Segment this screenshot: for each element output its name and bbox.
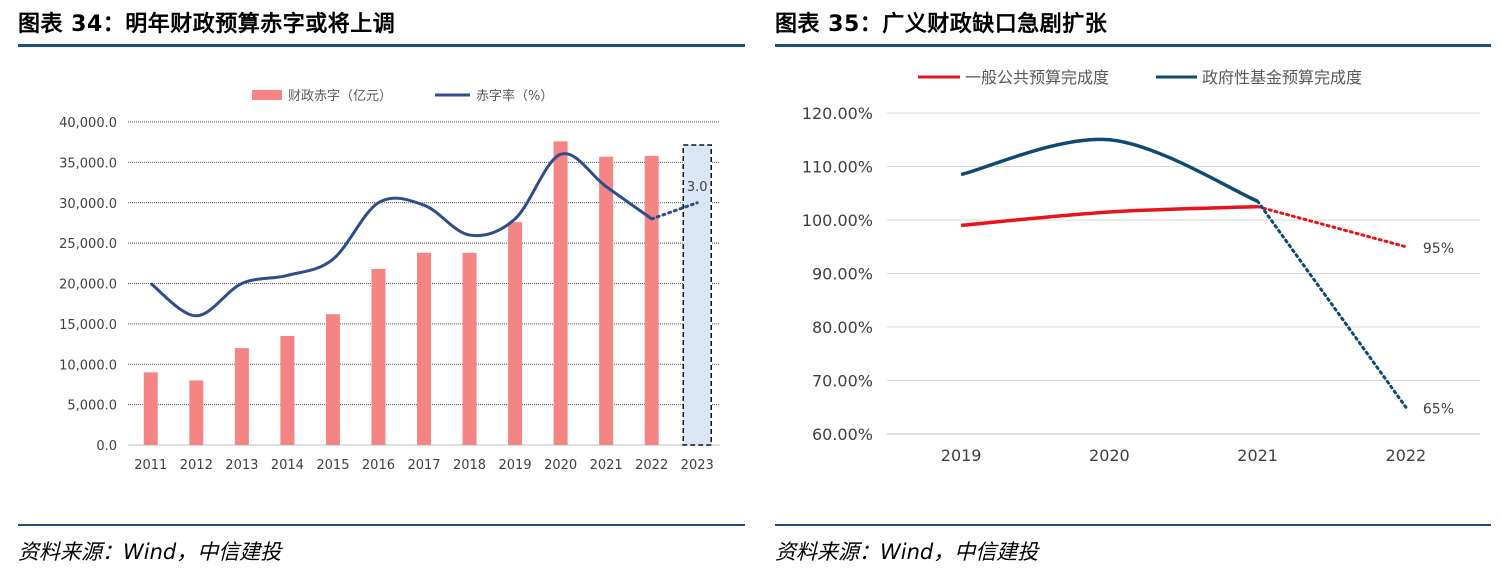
x-tick-label: 2019 bbox=[499, 458, 532, 473]
x-tick-label: 2020 bbox=[1089, 446, 1130, 465]
x-tick-label: 2023 bbox=[681, 458, 714, 473]
x-tick-label: 2014 bbox=[271, 458, 304, 473]
bar bbox=[462, 252, 477, 445]
title-rule bbox=[18, 44, 745, 47]
bar bbox=[189, 380, 204, 445]
series-line-projection bbox=[650, 201, 699, 221]
x-tick-label: 2017 bbox=[407, 458, 440, 473]
title-rule bbox=[775, 44, 1491, 47]
y-tick-label: 40,000.0 bbox=[59, 116, 117, 131]
data-label: 3.0 bbox=[687, 180, 708, 195]
data-label: 95% bbox=[1423, 241, 1454, 257]
x-tick-label: 2015 bbox=[316, 458, 349, 473]
bar bbox=[508, 222, 523, 445]
data-label: 65% bbox=[1423, 401, 1454, 417]
footer-rule bbox=[775, 524, 1491, 526]
y-tick-label: 30,000.0 bbox=[59, 197, 117, 212]
x-tick-label: 2016 bbox=[362, 458, 395, 473]
legend-label-bar: 财政赤字（亿元） bbox=[288, 89, 392, 104]
y-tick-label: 110.00% bbox=[802, 158, 873, 177]
x-tick-label: 2019 bbox=[941, 446, 982, 465]
legend-label-line: 赤字率（%） bbox=[476, 88, 553, 104]
source-note: 资料来源：Wind，中信建投 bbox=[18, 540, 282, 564]
bar bbox=[371, 268, 386, 445]
x-tick-label: 2011 bbox=[134, 458, 167, 473]
y-tick-label: 80.00% bbox=[812, 318, 873, 337]
deficit-chart: 财政赤字（亿元） 赤字率（%） 0.0 5,000.0 10,000.0 15,000.0… bbox=[59, 88, 720, 473]
source-note: 资料来源：Wind，中信建投 bbox=[775, 540, 1039, 564]
y-tick-label: 100.00% bbox=[802, 211, 873, 230]
y-tick-label: 20,000.0 bbox=[59, 278, 117, 293]
y-tick-label: 0.0 bbox=[96, 439, 117, 454]
legend-swatch-bar bbox=[252, 90, 282, 100]
x-tick-label: 2018 bbox=[453, 458, 486, 473]
x-tick-label: 2021 bbox=[1237, 446, 1278, 465]
legend-label-series-1: 一般公共预算完成度 bbox=[965, 68, 1109, 87]
series-line bbox=[149, 152, 653, 318]
y-tick-label: 25,000.0 bbox=[59, 237, 117, 252]
series-line bbox=[960, 137, 1259, 203]
x-tick-label: 2013 bbox=[225, 458, 258, 473]
y-tick-label: 90.00% bbox=[812, 265, 873, 284]
x-tick-label: 2022 bbox=[1386, 446, 1427, 465]
y-tick-label: 60.00% bbox=[812, 425, 873, 444]
bar bbox=[417, 252, 431, 445]
y-tick-label: 120.00% bbox=[802, 104, 873, 123]
panel-fiscal-gap: 图表 35：广义财政缺口急剧扩张 一般公共预算完成度 政府性基金预算完成度 60.0… bbox=[775, 0, 1501, 574]
x-tick-label: 2012 bbox=[180, 458, 213, 473]
completion-chart: 一般公共预算完成度 政府性基金预算完成度 60.00% 70.00% 80.00% 90.… bbox=[802, 68, 1480, 465]
bar bbox=[644, 155, 659, 446]
series-line-projection bbox=[1256, 205, 1408, 249]
panel-deficit: 图表 34：明年财政预算赤字或将上调 财政赤字（亿元） 赤字率（%） 0.0 5,00… bbox=[0, 0, 745, 574]
bar bbox=[143, 372, 158, 445]
y-tick-label: 15,000.0 bbox=[59, 318, 117, 333]
bar bbox=[325, 314, 340, 445]
highlight-box bbox=[682, 144, 712, 446]
legend-label-series-2: 政府性基金预算完成度 bbox=[1202, 68, 1362, 87]
x-tick-label: 2020 bbox=[544, 458, 577, 473]
bar bbox=[599, 156, 614, 445]
footer-rule bbox=[18, 524, 745, 526]
bar bbox=[553, 141, 568, 445]
y-tick-label: 70.00% bbox=[812, 372, 873, 391]
bar bbox=[280, 335, 295, 445]
series-line bbox=[960, 204, 1258, 228]
y-tick-label: 35,000.0 bbox=[59, 156, 117, 171]
x-tick-label: 2021 bbox=[590, 458, 623, 473]
y-tick-label: 10,000.0 bbox=[59, 358, 117, 373]
series-line-projection bbox=[1256, 199, 1408, 409]
figure-title: 图表 34：明年财政预算赤字或将上调 bbox=[18, 12, 396, 37]
x-tick-label: 2022 bbox=[635, 458, 668, 473]
bar bbox=[234, 348, 249, 445]
y-tick-label: 5,000.0 bbox=[67, 399, 117, 414]
figure-title: 图表 35：广义财政缺口急剧扩张 bbox=[775, 12, 1108, 37]
